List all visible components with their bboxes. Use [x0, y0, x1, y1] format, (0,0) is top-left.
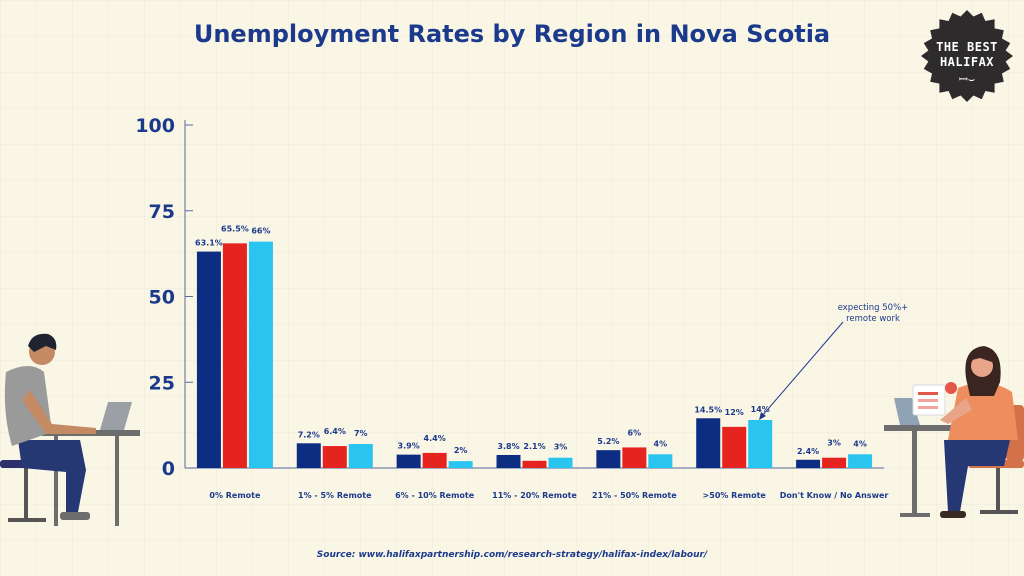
laptop — [100, 402, 132, 430]
bar — [496, 454, 521, 468]
x-category-label: 21% - 50% Remote — [592, 491, 677, 500]
man-hair — [28, 333, 57, 352]
data-label: 3% — [827, 439, 841, 448]
annotation: expecting 50%+ remote work — [759, 303, 908, 420]
data-label: 3.9% — [398, 442, 420, 451]
avatar-badge — [945, 382, 957, 394]
floating-panel-row — [918, 406, 938, 409]
source-note: Source: www.halifaxpartnership.com/resea… — [316, 550, 708, 560]
bar — [222, 243, 247, 468]
bar — [596, 450, 621, 468]
data-label: 6% — [628, 428, 642, 437]
woman-working-at-laptop-illustration — [884, 346, 1024, 518]
chair-post — [24, 468, 28, 518]
desk-top — [884, 425, 974, 431]
bar — [848, 454, 873, 468]
bar — [622, 447, 647, 468]
y-tick-label: 75 — [149, 201, 175, 223]
data-label: 4% — [654, 439, 668, 448]
bar — [548, 457, 573, 468]
floating-panel-row — [918, 399, 938, 402]
data-label: 3% — [554, 443, 568, 452]
bar — [648, 454, 673, 468]
bar — [696, 418, 721, 468]
desk-leg — [54, 436, 58, 526]
bar — [296, 443, 321, 468]
data-label: 6.4% — [324, 427, 346, 436]
bar — [348, 443, 373, 468]
bar — [522, 460, 547, 468]
desk-leg — [115, 436, 119, 526]
desk-base — [900, 513, 930, 517]
bar — [248, 241, 273, 468]
bar — [822, 457, 847, 468]
badge-line-2: HALIFAX — [939, 55, 995, 69]
chart-bars — [196, 241, 873, 468]
woman-torso — [948, 382, 1018, 440]
data-label: 65.5% — [221, 224, 249, 233]
annotation-arrow-head — [759, 412, 766, 420]
desk-leg — [912, 431, 917, 515]
bar — [796, 459, 821, 468]
floating-panel-row — [918, 392, 938, 395]
man-shoe — [60, 512, 90, 520]
annotation-line-2: remote work — [846, 314, 900, 324]
data-label: 14.5% — [694, 405, 722, 414]
chair-post — [996, 468, 1000, 510]
woman-shoe — [940, 511, 966, 518]
woman-bangs — [972, 351, 994, 362]
bar — [748, 419, 773, 468]
chart-labels: 63.1% 65.5% 66% 0% Remote 7.2% 6.4% 7% 1% - 5% … — [195, 224, 888, 500]
woman-arm — [940, 398, 972, 424]
bar — [448, 461, 473, 468]
chair-base — [980, 510, 1018, 514]
bar — [322, 446, 347, 468]
bar — [396, 454, 421, 468]
x-category-label: 11% - 20% Remote — [492, 491, 577, 500]
y-tick-label: 50 — [149, 287, 175, 309]
annotation-arrow-line — [761, 321, 844, 417]
x-category-label: 6% - 10% Remote — [395, 491, 475, 500]
data-label: 2% — [454, 446, 468, 455]
bar — [722, 426, 747, 468]
data-label: 5.2% — [597, 437, 619, 446]
data-label: 63.1% — [195, 239, 223, 248]
y-tick-label: 100 — [135, 115, 175, 137]
data-label: 7.2% — [298, 430, 320, 439]
data-label: 2.4% — [797, 447, 819, 456]
data-label: 7% — [354, 429, 368, 438]
man-legs — [18, 440, 86, 512]
x-category-label: 0% Remote — [209, 491, 261, 500]
man-working-at-laptop-illustration — [0, 333, 140, 526]
chair-base — [8, 518, 46, 522]
badge-line-1: THE BEST — [936, 40, 998, 54]
data-label: 14% — [751, 405, 770, 414]
y-tick-label: 25 — [149, 372, 175, 394]
x-category-label: 1% - 5% Remote — [298, 491, 372, 500]
annotation-line-1: expecting 50%+ — [838, 303, 909, 313]
man-arm — [22, 390, 96, 434]
woman-legs — [944, 440, 1010, 512]
bar — [196, 251, 221, 468]
chart-title: Unemployment Rates by Region in Nova Sco… — [193, 20, 831, 48]
data-label: 66% — [251, 227, 270, 236]
data-label: 4% — [853, 439, 867, 448]
bar — [422, 452, 447, 468]
x-category-label: >50% Remote — [703, 491, 767, 500]
data-label: 12% — [725, 408, 744, 417]
y-tick-label: 0 — [162, 458, 175, 480]
halifax-doodle-icon: ꟷ⌣ — [958, 73, 976, 86]
data-label: 4.4% — [424, 434, 446, 443]
data-label: 2.1% — [523, 442, 545, 451]
x-category-label: Don't Know / No Answer — [780, 491, 889, 500]
data-label: 3.8% — [497, 442, 519, 451]
